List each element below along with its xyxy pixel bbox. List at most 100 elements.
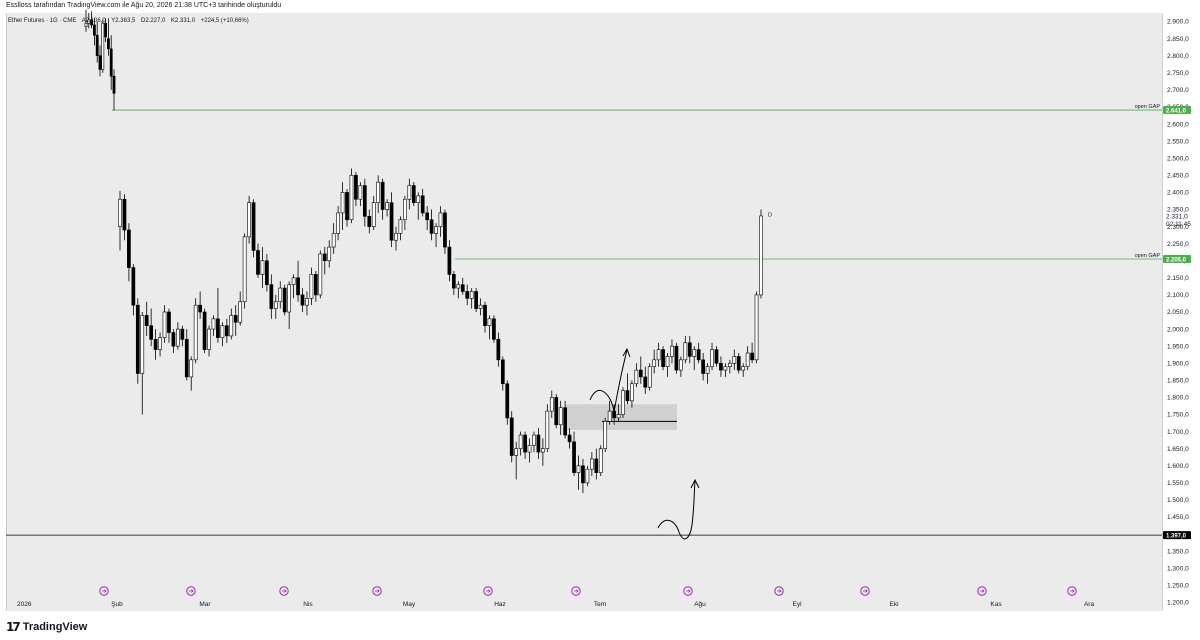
candle-up <box>287 284 292 313</box>
y-tick-label: 2.250,0 <box>1167 241 1189 248</box>
price-tag <box>1163 255 1191 264</box>
event-markers[interactable] <box>99 586 1077 596</box>
candle-up <box>532 434 536 446</box>
candle-down <box>167 311 171 333</box>
ohlc-readout: Ether Futures · 1G · CME A2.106,0 Y2.363… <box>8 18 249 24</box>
candle-up <box>376 181 381 203</box>
candle-up <box>754 294 759 361</box>
candle-up <box>403 198 407 221</box>
event-marker-icon[interactable] <box>99 586 109 596</box>
candle-up <box>692 349 697 357</box>
candle-up <box>371 202 376 227</box>
candle-up <box>438 212 443 227</box>
y-tick-label: 2.800,0 <box>1167 53 1189 60</box>
y-tick-label: 2.550,0 <box>1167 138 1189 145</box>
x-tick-label: Ara <box>1084 601 1095 608</box>
candle-up <box>291 277 296 285</box>
y-tick-label: 2.700,0 <box>1167 87 1189 94</box>
candle-up <box>309 274 314 299</box>
event-marker-icon[interactable] <box>372 586 382 596</box>
event-marker-icon[interactable] <box>774 586 784 596</box>
candle-down <box>563 407 567 436</box>
y-tick-label: 1.600,0 <box>1167 463 1189 470</box>
tradingview-logo[interactable]: 17 TradingView <box>6 619 87 635</box>
candle-down <box>447 246 452 275</box>
event-marker-icon[interactable] <box>683 586 693 596</box>
x-tick-label: Nis <box>303 601 313 608</box>
candle-up <box>193 304 198 361</box>
event-marker-icon[interactable] <box>571 586 581 596</box>
event-marker-icon[interactable] <box>483 586 493 596</box>
candle-up <box>456 284 461 289</box>
candle-up <box>652 359 657 367</box>
current-price-value: 2.331,0 <box>1166 213 1188 220</box>
candle-down <box>443 212 447 248</box>
candle-up <box>358 185 363 200</box>
x-tick-label: May <box>403 601 416 608</box>
candle-up <box>607 410 612 422</box>
candle-down <box>425 212 430 221</box>
candle-up <box>247 202 251 238</box>
candle-down <box>638 369 643 378</box>
event-arrow-icon <box>102 589 107 593</box>
candle-up <box>407 185 412 200</box>
candle-down <box>696 349 701 361</box>
candle-down <box>594 458 599 473</box>
price-tag <box>1163 106 1191 115</box>
candle-down <box>429 219 434 234</box>
candle-down <box>98 55 102 70</box>
tv-logo-icon: 17 <box>6 620 21 634</box>
candle-up <box>140 315 145 374</box>
candle-down <box>474 291 478 309</box>
y-tick-label: 1.200,0 <box>1167 600 1189 607</box>
event-marker-icon[interactable] <box>977 586 987 596</box>
event-marker-icon[interactable] <box>860 586 870 596</box>
candle-up <box>469 291 474 299</box>
candle-down <box>380 181 385 210</box>
candle-down <box>701 359 705 374</box>
candle-up <box>683 342 688 361</box>
candle-up <box>118 198 122 227</box>
event-marker-icon[interactable] <box>279 586 289 596</box>
candle-down <box>131 267 136 306</box>
event-marker-icon[interactable] <box>186 586 196 596</box>
candle-up <box>705 366 710 374</box>
candle-down <box>389 202 394 241</box>
candle-up <box>238 301 243 323</box>
candle-down <box>149 325 154 340</box>
ohlc-low: D2.227,0 <box>141 18 166 24</box>
candle-up <box>211 318 216 330</box>
candle-up <box>220 325 225 338</box>
candle-up <box>518 434 523 449</box>
candle-up <box>398 219 403 234</box>
candle-up <box>340 192 345 214</box>
event-marker-icon[interactable] <box>1067 586 1077 596</box>
candle-up <box>759 215 763 296</box>
candle-up <box>162 311 167 338</box>
candle-up <box>670 345 674 357</box>
candle-down <box>202 311 207 350</box>
y-tick-label: 2.500,0 <box>1167 155 1189 162</box>
candle-down <box>509 417 514 456</box>
candle-down <box>581 465 585 484</box>
candle-down <box>354 175 358 200</box>
y-tick-label: 1.550,0 <box>1167 480 1189 487</box>
candle-down <box>736 356 741 371</box>
candle-down <box>554 397 559 426</box>
event-arrow-icon <box>863 589 868 593</box>
arrows-layer <box>589 347 700 540</box>
candle-up <box>656 349 661 361</box>
x-tick-label: Kas <box>990 601 1002 608</box>
candle-up <box>745 352 750 367</box>
candle-down <box>719 362 723 371</box>
candle-up <box>278 287 283 303</box>
candle-up <box>576 465 581 473</box>
candle-up <box>679 359 683 371</box>
candle-down <box>135 304 140 374</box>
candle-down <box>612 410 616 419</box>
candle-down <box>90 19 94 26</box>
candle-down <box>420 195 425 214</box>
candle-down <box>296 277 300 296</box>
y-tick-label: 1.300,0 <box>1167 565 1189 572</box>
